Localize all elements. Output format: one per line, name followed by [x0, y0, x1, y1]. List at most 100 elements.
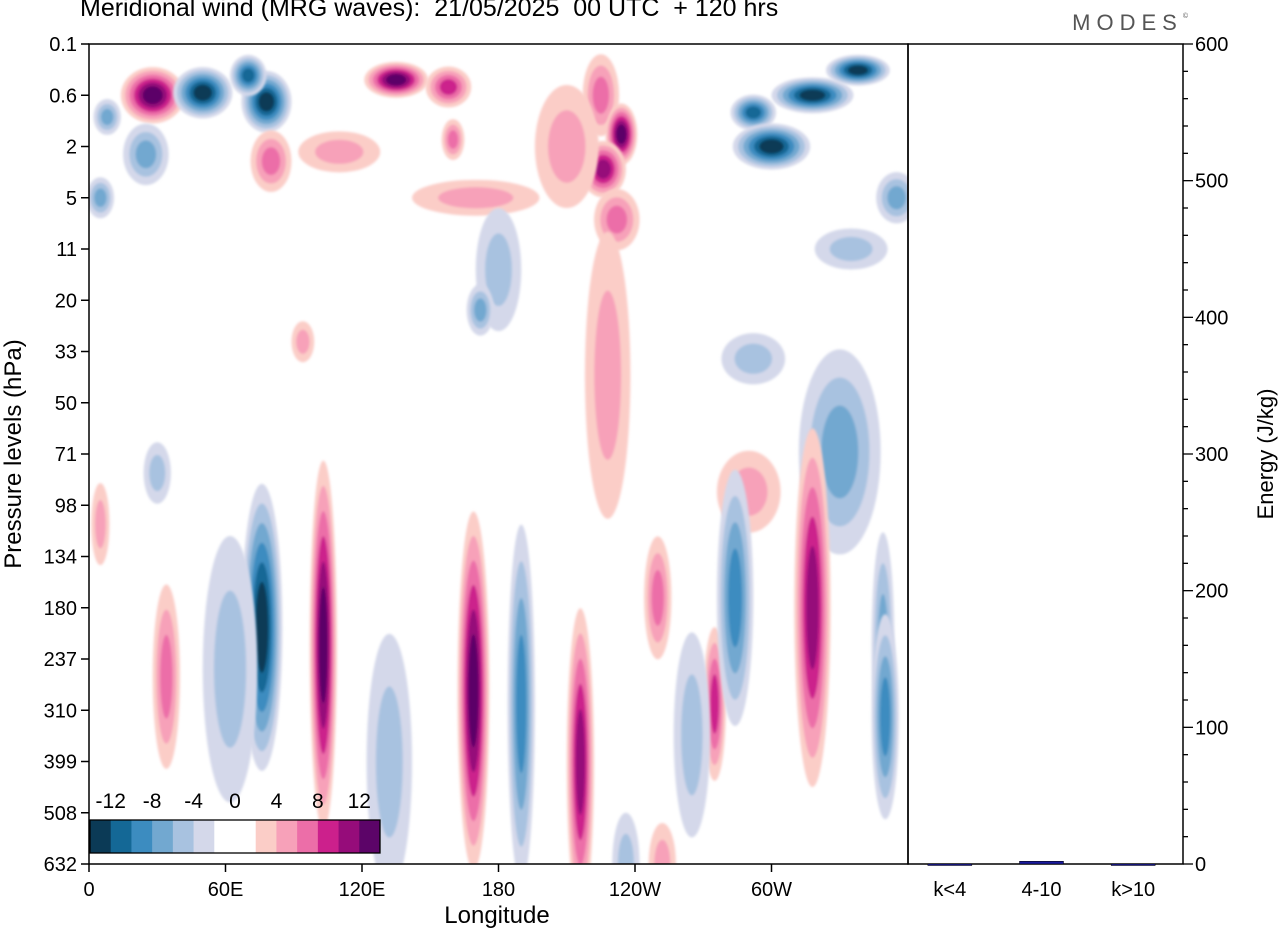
contour-level: [135, 140, 157, 169]
energy-tick-label: 600: [1195, 34, 1228, 56]
positive-wind-feature: [250, 130, 292, 192]
colorbar-swatch: [131, 820, 153, 853]
contour-level: [241, 68, 255, 83]
negative-wind-feature: [673, 632, 711, 838]
contour-level: [386, 74, 407, 86]
negative-wind-feature: [876, 172, 908, 224]
contour-level: [94, 188, 107, 208]
contour-level: [160, 634, 173, 719]
negative-wind-feature: [771, 77, 854, 114]
positive-wind-feature: [291, 321, 315, 363]
pressure-tick-label: 632: [44, 854, 77, 876]
contour-level: [617, 833, 634, 864]
contour-level: [439, 79, 458, 95]
positive-wind-feature: [644, 536, 672, 660]
longitude-tick-label: 120E: [339, 879, 386, 901]
energy-bar: [1019, 861, 1064, 865]
colorbar-label: 12: [348, 790, 371, 813]
positive-wind-feature: [298, 131, 381, 173]
contour-level: [296, 329, 310, 354]
y-axis-label: Pressure levels (hPa): [0, 339, 27, 568]
energy-axis-label: Energy (J/kg): [1253, 389, 1278, 520]
heatmap-contours: [89, 54, 908, 864]
longitude-tick-label: 180: [482, 879, 515, 901]
contour-level: [149, 454, 166, 492]
colorbar-swatch: [214, 820, 236, 853]
pressure-tick-label: 0.1: [49, 34, 77, 56]
negative-wind-feature: [89, 177, 115, 219]
negative-wind-feature: [202, 535, 258, 803]
negative-wind-feature: [123, 123, 169, 186]
negative-wind-feature: [507, 524, 535, 864]
negative-wind-feature: [721, 333, 786, 385]
colorbar-label: 4: [271, 790, 283, 813]
pressure-tick-label: 310: [44, 700, 77, 722]
pressure-tick-label: 11: [56, 239, 77, 261]
negative-wind-feature: [230, 54, 267, 96]
contour-level: [255, 581, 269, 673]
contour-level: [258, 92, 275, 112]
contour-level: [799, 89, 826, 101]
colorbar-swatch: [172, 820, 194, 853]
negative-wind-feature: [826, 54, 890, 86]
longitude-tick-label: 60W: [751, 879, 792, 901]
colorbar-swatch: [90, 820, 112, 853]
contour-level: [829, 236, 873, 262]
colorbar-label: -4: [184, 790, 203, 813]
negative-wind-feature: [612, 812, 640, 864]
negative-wind-feature: [732, 123, 811, 170]
contour-level: [261, 147, 281, 176]
contour-level: [315, 139, 364, 164]
negative-wind-feature: [143, 442, 171, 504]
energy-category-label: k<4: [933, 879, 966, 901]
contour-level: [447, 130, 459, 149]
pressure-tick-label: 98: [55, 495, 77, 517]
contour-level: [142, 86, 163, 105]
pressure-tick-label: 71: [55, 444, 77, 466]
contour-level: [319, 586, 328, 704]
contour-level: [879, 677, 891, 757]
energy-category-label: 4-10: [1021, 879, 1061, 901]
pressure-tick-label: 20: [55, 290, 77, 312]
positive-wind-feature: [412, 179, 540, 216]
contour-level: [847, 65, 869, 76]
energy-bar-frame: [907, 43, 1184, 865]
colorbar-swatch: [359, 820, 381, 853]
positive-wind-feature: [566, 608, 595, 864]
negative-wind-feature: [814, 228, 888, 270]
colorbar-swatch: [152, 820, 174, 853]
contour-level: [806, 546, 819, 670]
contour-level: [468, 634, 479, 748]
colorbar-legend: -12 -8 -4 0 4 8 12: [89, 790, 381, 854]
contour-level: [375, 686, 403, 838]
pressure-tick-label: 2: [66, 137, 77, 159]
pressure-tick-label: 180: [44, 598, 77, 620]
colorbar-label: 0: [229, 790, 241, 813]
colorbar-swatch: [297, 820, 319, 853]
colorbar-swatch: [317, 820, 339, 853]
pressure-tick-label: 50: [55, 393, 77, 415]
contour-level: [654, 839, 671, 864]
energy-tick-label: 500: [1195, 171, 1228, 193]
contour-level: [95, 499, 106, 549]
negative-wind-feature: [730, 94, 777, 131]
energy-axis: 0 100 200 300 400 500 600: [1183, 34, 1228, 876]
brand-mark: ©: [1182, 13, 1188, 20]
brand-logo: MODES©: [1072, 10, 1188, 36]
colorbar-swatch: [276, 820, 298, 853]
negative-wind-feature: [716, 469, 754, 726]
positive-wind-feature: [794, 428, 831, 788]
contour-level: [515, 634, 527, 774]
pressure-axis: 0.1 0.6 2 5 11 20 33 50 71 98 134 180 237 310 399 508 63…: [44, 34, 89, 876]
contour-level: [474, 298, 487, 322]
contour-level: [616, 124, 627, 144]
negative-wind-feature: [871, 614, 899, 820]
contour-level: [887, 186, 906, 210]
energy-tick-label: 200: [1195, 581, 1228, 603]
energy-tick-label: 400: [1195, 307, 1228, 329]
colorbar-swatch: [255, 820, 277, 853]
pressure-tick-label: 237: [44, 649, 77, 671]
longitude-tick-label: 60E: [208, 879, 244, 901]
pressure-tick-label: 5: [66, 188, 77, 210]
